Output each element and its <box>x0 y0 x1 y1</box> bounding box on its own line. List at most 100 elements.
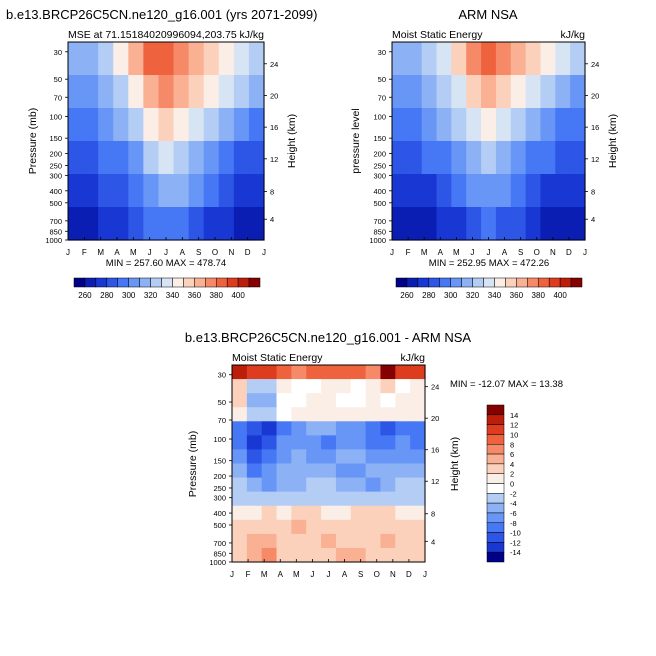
colorbar-box <box>486 493 505 504</box>
contour-cell <box>495 174 512 208</box>
y-tick-label: 300 <box>213 494 226 503</box>
y-tick-label: 250 <box>373 162 386 171</box>
contour-cell <box>466 141 482 175</box>
contour-cell <box>495 141 512 175</box>
y-tick-label: 300 <box>373 171 386 180</box>
contour-cell <box>421 174 438 208</box>
x-tick-label: M <box>453 248 460 257</box>
contour-cell <box>188 141 205 175</box>
contour-cell <box>392 207 408 241</box>
y-tick-label: 200 <box>373 150 386 159</box>
contour-cell <box>173 174 190 208</box>
x-tick-label: J <box>487 248 491 257</box>
x-tick-label: D <box>566 248 572 257</box>
contour-cell <box>203 108 220 142</box>
contour-cell <box>392 141 408 175</box>
colorbar-box <box>486 483 505 494</box>
colorbar-box <box>439 277 451 288</box>
y-tick-label: 200 <box>213 472 226 481</box>
y-tick-label: 400 <box>373 187 386 196</box>
contour-cell <box>218 141 235 175</box>
contour-cell <box>233 42 250 76</box>
contour-cell <box>395 393 411 408</box>
contour-cell <box>248 174 265 208</box>
contour-cell <box>481 42 497 76</box>
contour-cell <box>306 449 322 465</box>
contour-cell <box>321 379 337 394</box>
contour-cell <box>451 75 467 109</box>
contour-cell <box>410 435 426 451</box>
y-tick-label: 700 <box>213 539 226 548</box>
contour-cell <box>306 505 322 521</box>
contour-cell <box>466 42 482 76</box>
contour-cell <box>261 477 278 493</box>
contour-cell <box>380 393 396 408</box>
contour-cell <box>406 108 423 142</box>
contour-cell <box>113 108 129 142</box>
colorbar-box <box>559 277 572 288</box>
contour-cell <box>261 505 278 521</box>
contour-cell <box>233 108 250 142</box>
colorbar-box <box>139 277 151 288</box>
contour-cell <box>232 379 248 394</box>
colorbar-box <box>73 277 86 288</box>
x-tick-label: J <box>310 570 314 579</box>
colorbar-label: -12 <box>510 538 521 547</box>
y-tick-label: 150 <box>49 134 62 143</box>
contour-cell <box>68 174 84 208</box>
contour-cell <box>261 379 278 394</box>
x-tick-label: J <box>470 248 474 257</box>
contour-cell <box>321 407 337 422</box>
contour-cell <box>306 435 322 451</box>
colorbar-label: 360 <box>510 291 524 300</box>
contour-cell <box>98 174 114 208</box>
colorbar-box <box>483 277 495 288</box>
colorbar-box <box>516 277 528 288</box>
contour-cell <box>406 141 423 175</box>
x-tick-label: A <box>114 248 120 257</box>
contour-cell <box>232 477 248 493</box>
y-tick-label: 50 <box>218 398 226 407</box>
contour-cell <box>306 519 322 535</box>
x-tick-label: M <box>130 248 137 257</box>
contour-cell <box>451 108 467 142</box>
contour-cell <box>232 533 248 549</box>
contour-cell <box>232 435 248 451</box>
contour-cell <box>481 207 497 241</box>
contour-cell <box>436 207 452 241</box>
colorbar-box <box>486 522 505 533</box>
colorbar-box <box>226 277 239 288</box>
contour-cell <box>321 505 337 521</box>
contour-cell <box>246 533 263 549</box>
y-tick-label: 50 <box>54 75 62 84</box>
contour-cell <box>466 174 482 208</box>
colorbar-box <box>205 277 217 288</box>
panel-1-right-label: kJ/kg <box>239 29 264 41</box>
x-tick-label: F <box>406 248 411 257</box>
colorbar-box <box>95 277 108 288</box>
colorbar-box <box>106 277 119 288</box>
contour-cell <box>380 519 396 535</box>
contour-cell <box>525 174 542 208</box>
colorbar-box <box>248 277 261 288</box>
y-tick-label: 100 <box>373 112 386 121</box>
contour-cell <box>395 477 411 493</box>
contour-cell <box>143 207 160 241</box>
contour-cell <box>68 207 84 241</box>
y-tick-label: 850 <box>213 549 226 558</box>
colorbar-box <box>486 473 505 484</box>
x-tick-label: D <box>406 570 412 579</box>
contour-cell <box>525 207 542 241</box>
contour-cell <box>335 519 352 535</box>
x-tick-label: J <box>390 248 394 257</box>
panel-1-left-label: MSE at 71.15184020996094,203.75 <box>68 29 237 41</box>
contour-cell <box>276 519 292 535</box>
contour-cell <box>406 42 423 76</box>
x-tick-label: S <box>518 248 523 257</box>
contour-cell <box>173 42 190 76</box>
contour-cell <box>525 42 542 76</box>
contour-cell <box>276 435 292 451</box>
y-tick-label: 70 <box>54 93 62 102</box>
contour-cell <box>128 42 144 76</box>
contour-cell <box>276 379 292 394</box>
